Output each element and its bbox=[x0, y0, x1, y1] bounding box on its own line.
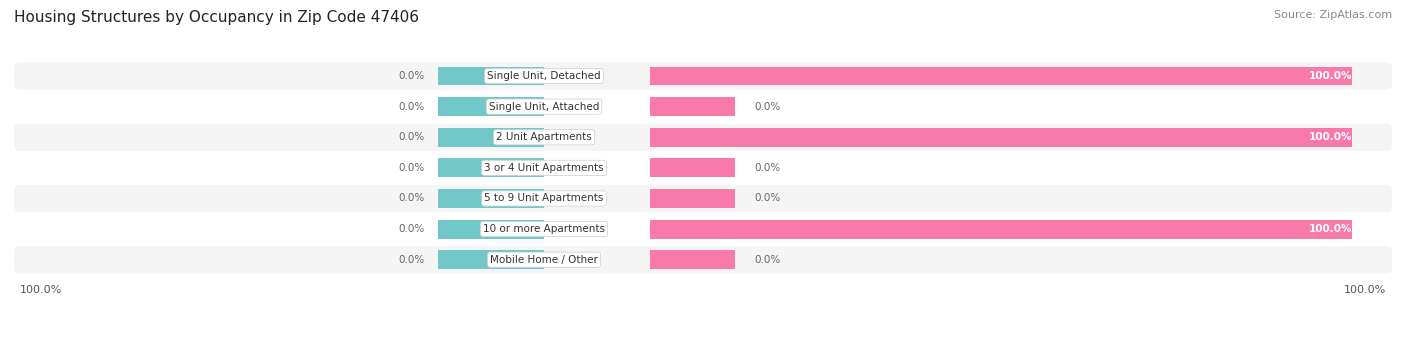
Bar bbox=[650, 158, 735, 177]
Text: 0.0%: 0.0% bbox=[398, 163, 425, 173]
Bar bbox=[439, 66, 544, 86]
FancyBboxPatch shape bbox=[14, 216, 1392, 243]
Bar bbox=[650, 128, 1353, 147]
FancyBboxPatch shape bbox=[14, 123, 1392, 151]
Text: Mobile Home / Other: Mobile Home / Other bbox=[491, 255, 598, 265]
Text: 0.0%: 0.0% bbox=[755, 255, 780, 265]
FancyBboxPatch shape bbox=[14, 246, 1392, 273]
Text: Single Unit, Attached: Single Unit, Attached bbox=[489, 102, 599, 112]
FancyBboxPatch shape bbox=[14, 154, 1392, 181]
Text: 5 to 9 Unit Apartments: 5 to 9 Unit Apartments bbox=[484, 193, 603, 204]
Bar bbox=[439, 220, 544, 239]
Bar bbox=[650, 220, 1353, 239]
Bar bbox=[439, 189, 544, 208]
Text: Single Unit, Detached: Single Unit, Detached bbox=[488, 71, 600, 81]
Bar bbox=[650, 66, 1353, 86]
Text: 0.0%: 0.0% bbox=[398, 193, 425, 204]
Bar bbox=[650, 250, 735, 269]
FancyBboxPatch shape bbox=[14, 185, 1392, 212]
Text: 2 Unit Apartments: 2 Unit Apartments bbox=[496, 132, 592, 142]
Bar bbox=[650, 189, 735, 208]
Text: Source: ZipAtlas.com: Source: ZipAtlas.com bbox=[1274, 10, 1392, 20]
Text: 0.0%: 0.0% bbox=[398, 132, 425, 142]
Text: 0.0%: 0.0% bbox=[755, 102, 780, 112]
Text: Housing Structures by Occupancy in Zip Code 47406: Housing Structures by Occupancy in Zip C… bbox=[14, 10, 419, 25]
Bar bbox=[650, 97, 735, 116]
Text: 100.0%: 100.0% bbox=[1309, 132, 1353, 142]
Text: 100.0%: 100.0% bbox=[1309, 71, 1353, 81]
Text: 10 or more Apartments: 10 or more Apartments bbox=[484, 224, 605, 234]
Text: 0.0%: 0.0% bbox=[398, 71, 425, 81]
Text: 0.0%: 0.0% bbox=[755, 193, 780, 204]
Text: 3 or 4 Unit Apartments: 3 or 4 Unit Apartments bbox=[484, 163, 603, 173]
Text: 0.0%: 0.0% bbox=[398, 102, 425, 112]
Text: 0.0%: 0.0% bbox=[398, 224, 425, 234]
Bar bbox=[439, 250, 544, 269]
FancyBboxPatch shape bbox=[14, 62, 1392, 90]
Bar bbox=[439, 128, 544, 147]
FancyBboxPatch shape bbox=[14, 93, 1392, 120]
Text: 100.0%: 100.0% bbox=[1309, 224, 1353, 234]
Bar bbox=[439, 97, 544, 116]
Text: 0.0%: 0.0% bbox=[398, 255, 425, 265]
Bar bbox=[439, 158, 544, 177]
Text: 0.0%: 0.0% bbox=[755, 163, 780, 173]
